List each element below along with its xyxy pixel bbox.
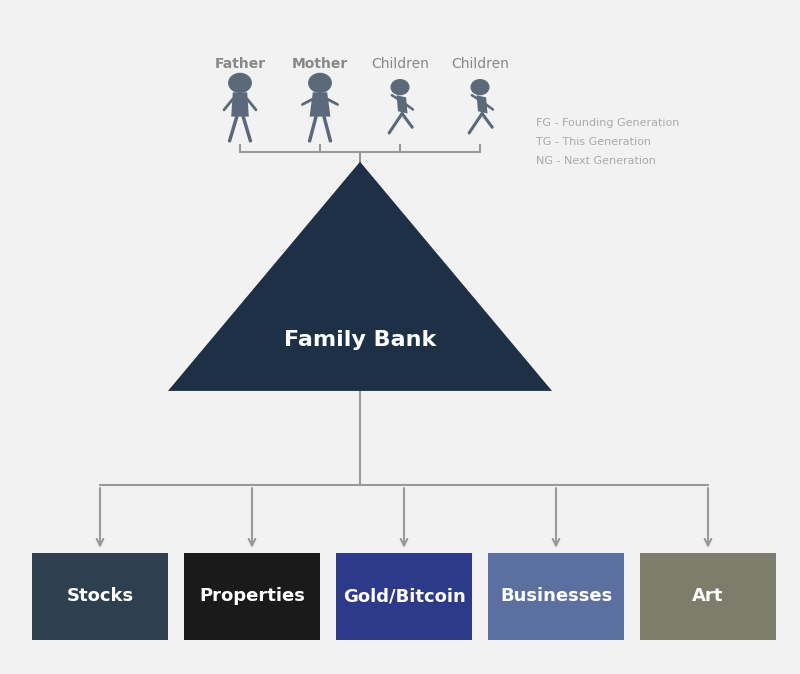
Polygon shape (310, 92, 330, 117)
Polygon shape (231, 92, 249, 117)
Text: Businesses: Businesses (500, 588, 612, 605)
Polygon shape (477, 95, 487, 113)
Polygon shape (397, 95, 407, 113)
Polygon shape (168, 162, 552, 391)
Text: Gold/Bitcoin: Gold/Bitcoin (342, 588, 466, 605)
Text: Family Bank: Family Bank (284, 330, 436, 350)
Text: TG - This Generation: TG - This Generation (536, 137, 651, 147)
FancyBboxPatch shape (640, 553, 776, 640)
Text: Mother: Mother (292, 57, 348, 71)
Text: Children: Children (371, 57, 429, 71)
Text: Stocks: Stocks (66, 588, 134, 605)
Text: FG - Founding Generation: FG - Founding Generation (536, 118, 679, 128)
Circle shape (391, 80, 409, 94)
FancyBboxPatch shape (184, 553, 320, 640)
FancyBboxPatch shape (488, 553, 624, 640)
FancyBboxPatch shape (32, 553, 168, 640)
Text: Properties: Properties (199, 588, 305, 605)
Text: Art: Art (692, 588, 724, 605)
Text: Father: Father (214, 57, 266, 71)
Circle shape (471, 80, 489, 94)
Text: Children: Children (451, 57, 509, 71)
Circle shape (309, 73, 331, 92)
Circle shape (229, 73, 251, 92)
FancyBboxPatch shape (336, 553, 472, 640)
Text: NG - Next Generation: NG - Next Generation (536, 156, 656, 166)
